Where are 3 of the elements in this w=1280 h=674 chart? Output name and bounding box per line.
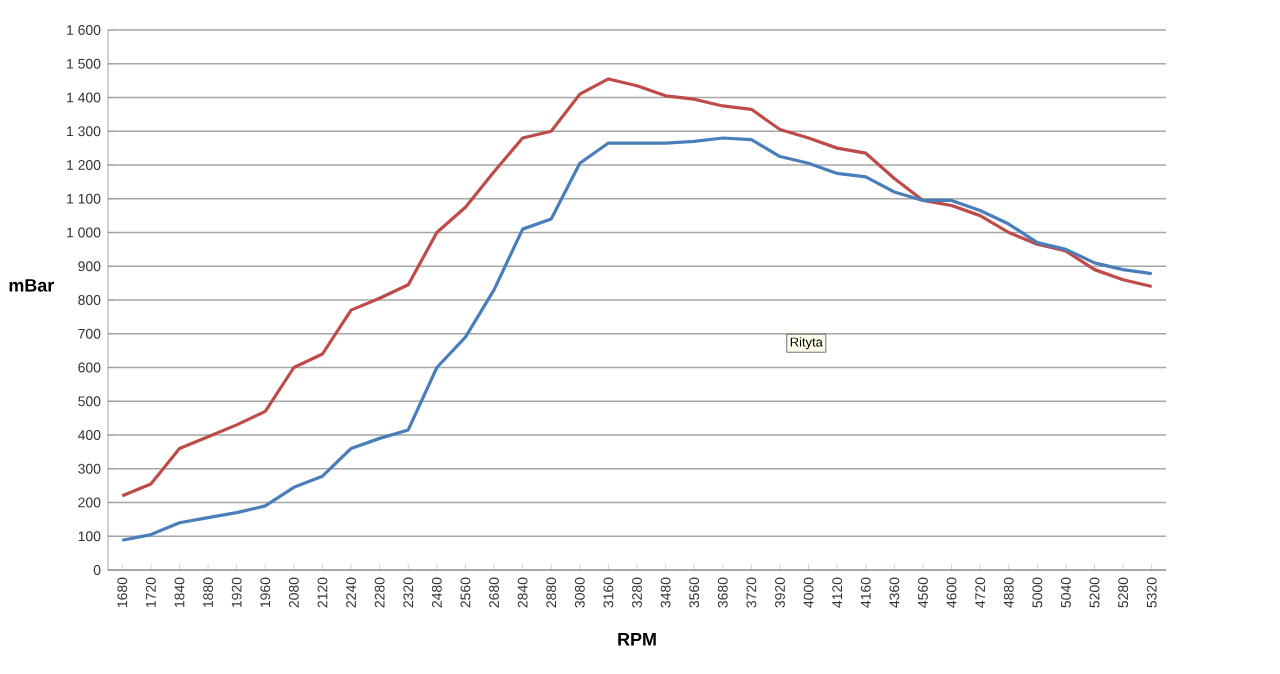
y-axis-title: mBar bbox=[9, 279, 54, 292]
x-axis-title: RPM bbox=[618, 633, 656, 646]
line-series bbox=[120, 77, 1154, 498]
